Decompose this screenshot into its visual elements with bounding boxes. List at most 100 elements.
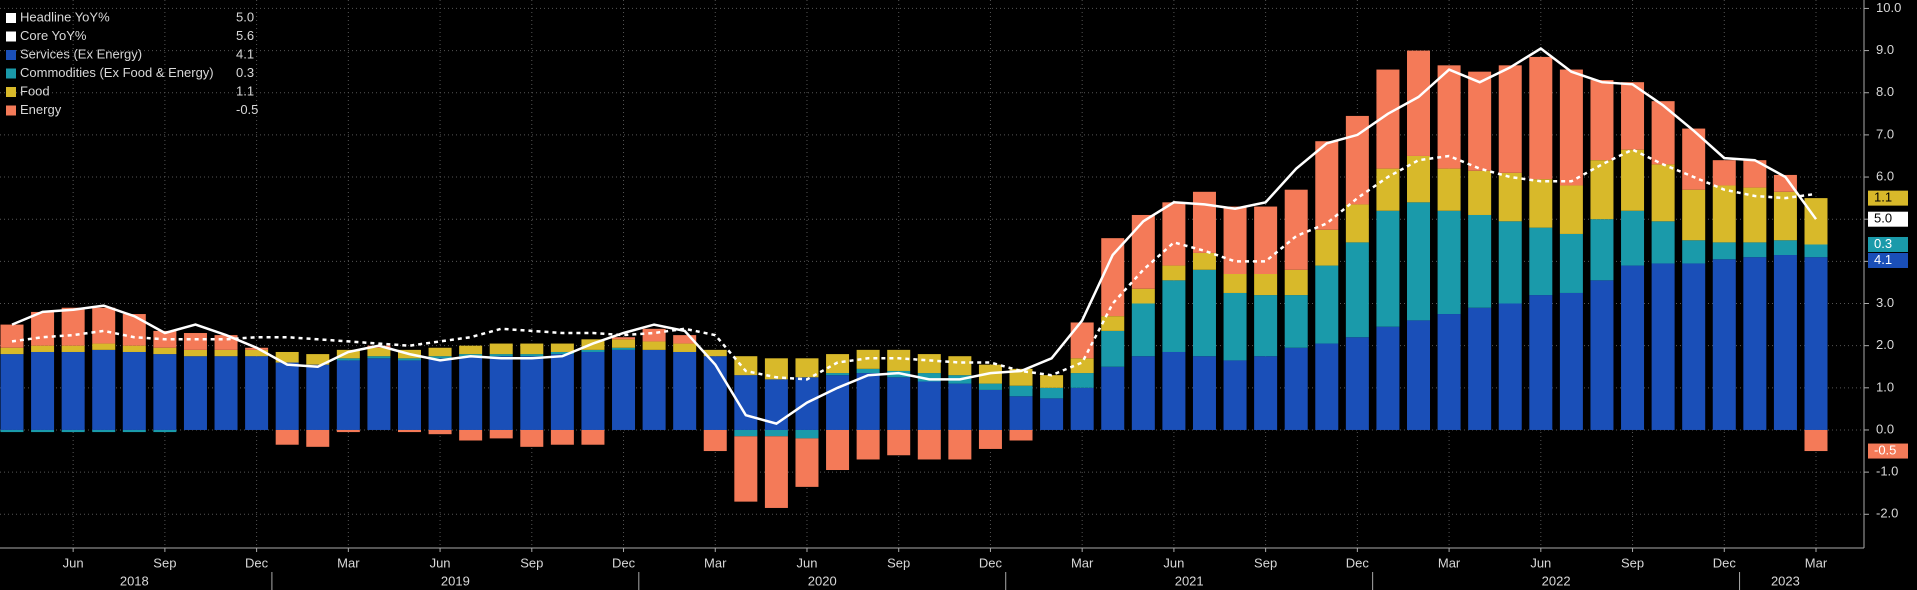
- bar: [1682, 189, 1706, 241]
- bar: [306, 354, 330, 365]
- bar: [673, 351, 697, 430]
- bar: [1437, 314, 1461, 430]
- legend-label: Core YoY%: [20, 28, 87, 43]
- x-tick-label: Sep: [1621, 555, 1644, 570]
- bar: [612, 349, 636, 430]
- bar: [978, 383, 1002, 390]
- bar: [1284, 269, 1308, 296]
- bar: [826, 375, 850, 430]
- bar: [1651, 164, 1675, 222]
- bar: [1345, 337, 1369, 430]
- bar: [1284, 347, 1308, 430]
- x-tick-label: Mar: [1071, 555, 1094, 570]
- bar: [1101, 238, 1125, 317]
- bar: [1712, 259, 1736, 430]
- bar: [917, 381, 941, 430]
- bar: [1498, 172, 1522, 222]
- bar: [1376, 69, 1400, 169]
- bar: [1315, 343, 1339, 430]
- bar: [917, 354, 941, 374]
- bar: [856, 373, 880, 430]
- bar: [1559, 233, 1583, 293]
- bar: [1437, 210, 1461, 315]
- legend-swatch: [6, 105, 16, 116]
- bar: [550, 354, 574, 430]
- bar: [31, 311, 55, 346]
- legend-label: Energy: [20, 102, 62, 117]
- bar: [122, 351, 146, 430]
- x-tick-label: Dec: [245, 555, 269, 570]
- bar: [1437, 168, 1461, 211]
- bar: [948, 356, 972, 376]
- x-tick-label: Jun: [63, 555, 84, 570]
- x-tick-label: Sep: [153, 555, 176, 570]
- bar: [122, 345, 146, 352]
- legend-label: Commodities (Ex Food & Energy): [20, 65, 214, 80]
- bar: [489, 356, 513, 430]
- legend-value: 0.3: [236, 65, 254, 80]
- bar: [795, 429, 819, 439]
- bar: [367, 356, 391, 359]
- tag-label: -0.5: [1874, 442, 1896, 457]
- bar: [917, 373, 941, 382]
- bar: [734, 436, 758, 502]
- bar: [428, 347, 452, 357]
- bar: [153, 354, 177, 430]
- bar: [1162, 202, 1186, 266]
- tag-label: 0.3: [1874, 236, 1892, 251]
- lines: [11, 46, 1818, 425]
- bar: [1590, 219, 1614, 281]
- x-tick-label: Dec: [612, 555, 636, 570]
- bar: [459, 356, 483, 430]
- bar: [856, 368, 880, 374]
- bar: [1651, 263, 1675, 430]
- legend-value: 4.1: [236, 46, 254, 61]
- y-tick-label: 3.0: [1876, 295, 1894, 310]
- bar: [61, 345, 85, 352]
- bar: [1376, 326, 1400, 430]
- legend-swatch: [6, 68, 16, 79]
- bar: [978, 389, 1002, 430]
- bar: [397, 429, 421, 433]
- bar: [92, 349, 116, 430]
- tag-label: 4.1: [1874, 252, 1892, 267]
- bar: [367, 358, 391, 430]
- year-label: 2020: [808, 573, 837, 588]
- bar: [275, 429, 299, 445]
- bar: [550, 343, 574, 352]
- bar: [275, 351, 299, 363]
- tag-box: [1868, 252, 1908, 268]
- bar: [887, 429, 911, 456]
- bar: [122, 314, 146, 346]
- bar: [856, 429, 880, 460]
- bar: [31, 429, 55, 433]
- bar: [612, 339, 636, 348]
- bar: [1621, 82, 1645, 150]
- bar: [245, 349, 269, 357]
- bar: [826, 429, 850, 471]
- bar: [1468, 71, 1492, 171]
- y-tick-label: 1.0: [1876, 379, 1894, 394]
- bar: [734, 429, 758, 437]
- bar: [1437, 65, 1461, 169]
- bar: [1468, 307, 1492, 430]
- bar: [1376, 210, 1400, 327]
- x-tick-label: Jun: [796, 555, 817, 570]
- bar: [1407, 202, 1431, 321]
- x-tick-label: Sep: [1254, 555, 1277, 570]
- legend-swatch: [6, 13, 16, 23]
- bar: [367, 347, 391, 357]
- y-tick-label: 2.0: [1876, 337, 1894, 352]
- bar: [826, 373, 850, 376]
- bar: [1162, 351, 1186, 430]
- bar: [31, 351, 55, 430]
- bar: [1804, 244, 1828, 258]
- bar: [642, 341, 666, 350]
- y-tick-label: 10.0: [1876, 0, 1901, 15]
- bar: [1804, 257, 1828, 430]
- bar: [948, 429, 972, 460]
- bar: [336, 360, 360, 430]
- bar: [61, 429, 85, 433]
- bar: [0, 429, 24, 433]
- bar: [1651, 221, 1675, 264]
